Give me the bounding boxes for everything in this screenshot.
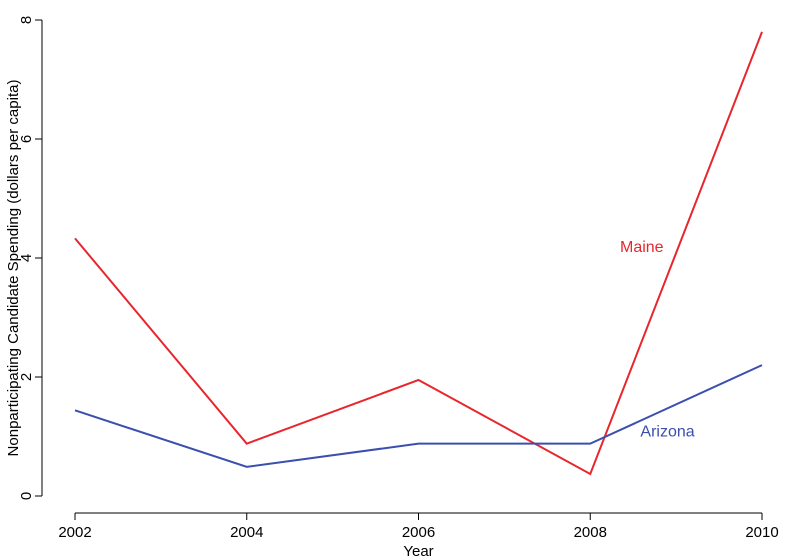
- x-tick-label-2002: 2002: [58, 524, 91, 541]
- y-tick-label-6: 6: [18, 135, 35, 143]
- y-axis: 0 2 4 6 8: [18, 16, 43, 500]
- y-tick-label-8: 8: [18, 16, 35, 24]
- x-axis-title: Year: [403, 543, 433, 560]
- y-tick-label-4: 4: [18, 254, 35, 262]
- x-axis: 2002 2004 2006 2008 2010: [58, 512, 779, 541]
- x-tick-label-2008: 2008: [574, 524, 607, 541]
- series-layer: Maine Arizona: [74, 31, 763, 476]
- y-tick-label-2: 2: [18, 373, 35, 381]
- x-tick-label-2010: 2010: [745, 524, 778, 541]
- y-axis-title: Nonparticipating Candidate Spending (dol…: [5, 80, 22, 457]
- x-tick-label-2006: 2006: [402, 524, 435, 541]
- series-label-maine: Maine: [620, 239, 664, 256]
- x-tick-label-2004: 2004: [230, 524, 263, 541]
- series-label-arizona: Arizona: [640, 424, 694, 441]
- y-tick-label-0: 0: [18, 492, 35, 500]
